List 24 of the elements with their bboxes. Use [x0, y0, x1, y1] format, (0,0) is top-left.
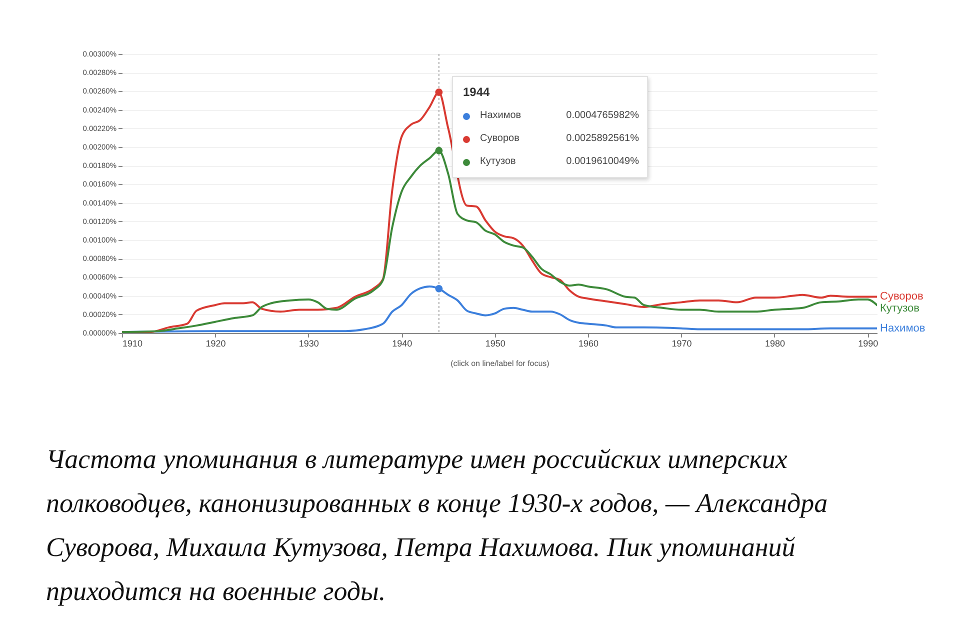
point	[435, 146, 443, 154]
x-tick-label: 1990	[858, 338, 878, 348]
point	[435, 88, 443, 96]
text: Кутузов	[880, 302, 920, 315]
x-tick-label: 1920	[206, 338, 226, 348]
x-tick-label: 1910	[122, 338, 143, 348]
legend-label: Кутузов	[480, 156, 516, 167]
legend-label: Нахимов	[480, 110, 522, 121]
x-tick-label: 1970	[672, 338, 692, 348]
x-tick-label: 1950	[485, 338, 506, 348]
x-tick-label: 1940	[392, 338, 412, 348]
text: Суворов	[880, 290, 924, 303]
annotation: 1944	[463, 85, 490, 99]
x-tick-label: 1960	[578, 338, 599, 348]
annotation: 0.0019610049%	[566, 156, 639, 167]
legend-label: Суворов	[480, 133, 520, 144]
x-tick-label: 1930	[298, 338, 319, 348]
text: Нахимов	[880, 322, 926, 334]
text: (click on line/label for focus)	[450, 359, 550, 368]
text: Частота упоминания в литературе имен российских имперских полководцев, канонизированных в конце 1930-х годов, — Александра Суворова, Михаила Кутузова, Петра Нахимова. Пик упоминаний приходится на военные годы.	[46, 443, 829, 608]
annotation: 0.0025892561%	[566, 133, 639, 144]
x-tick-label: 1980	[764, 338, 785, 348]
annotation: 0.0004765982%	[566, 110, 639, 121]
point	[435, 284, 443, 292]
